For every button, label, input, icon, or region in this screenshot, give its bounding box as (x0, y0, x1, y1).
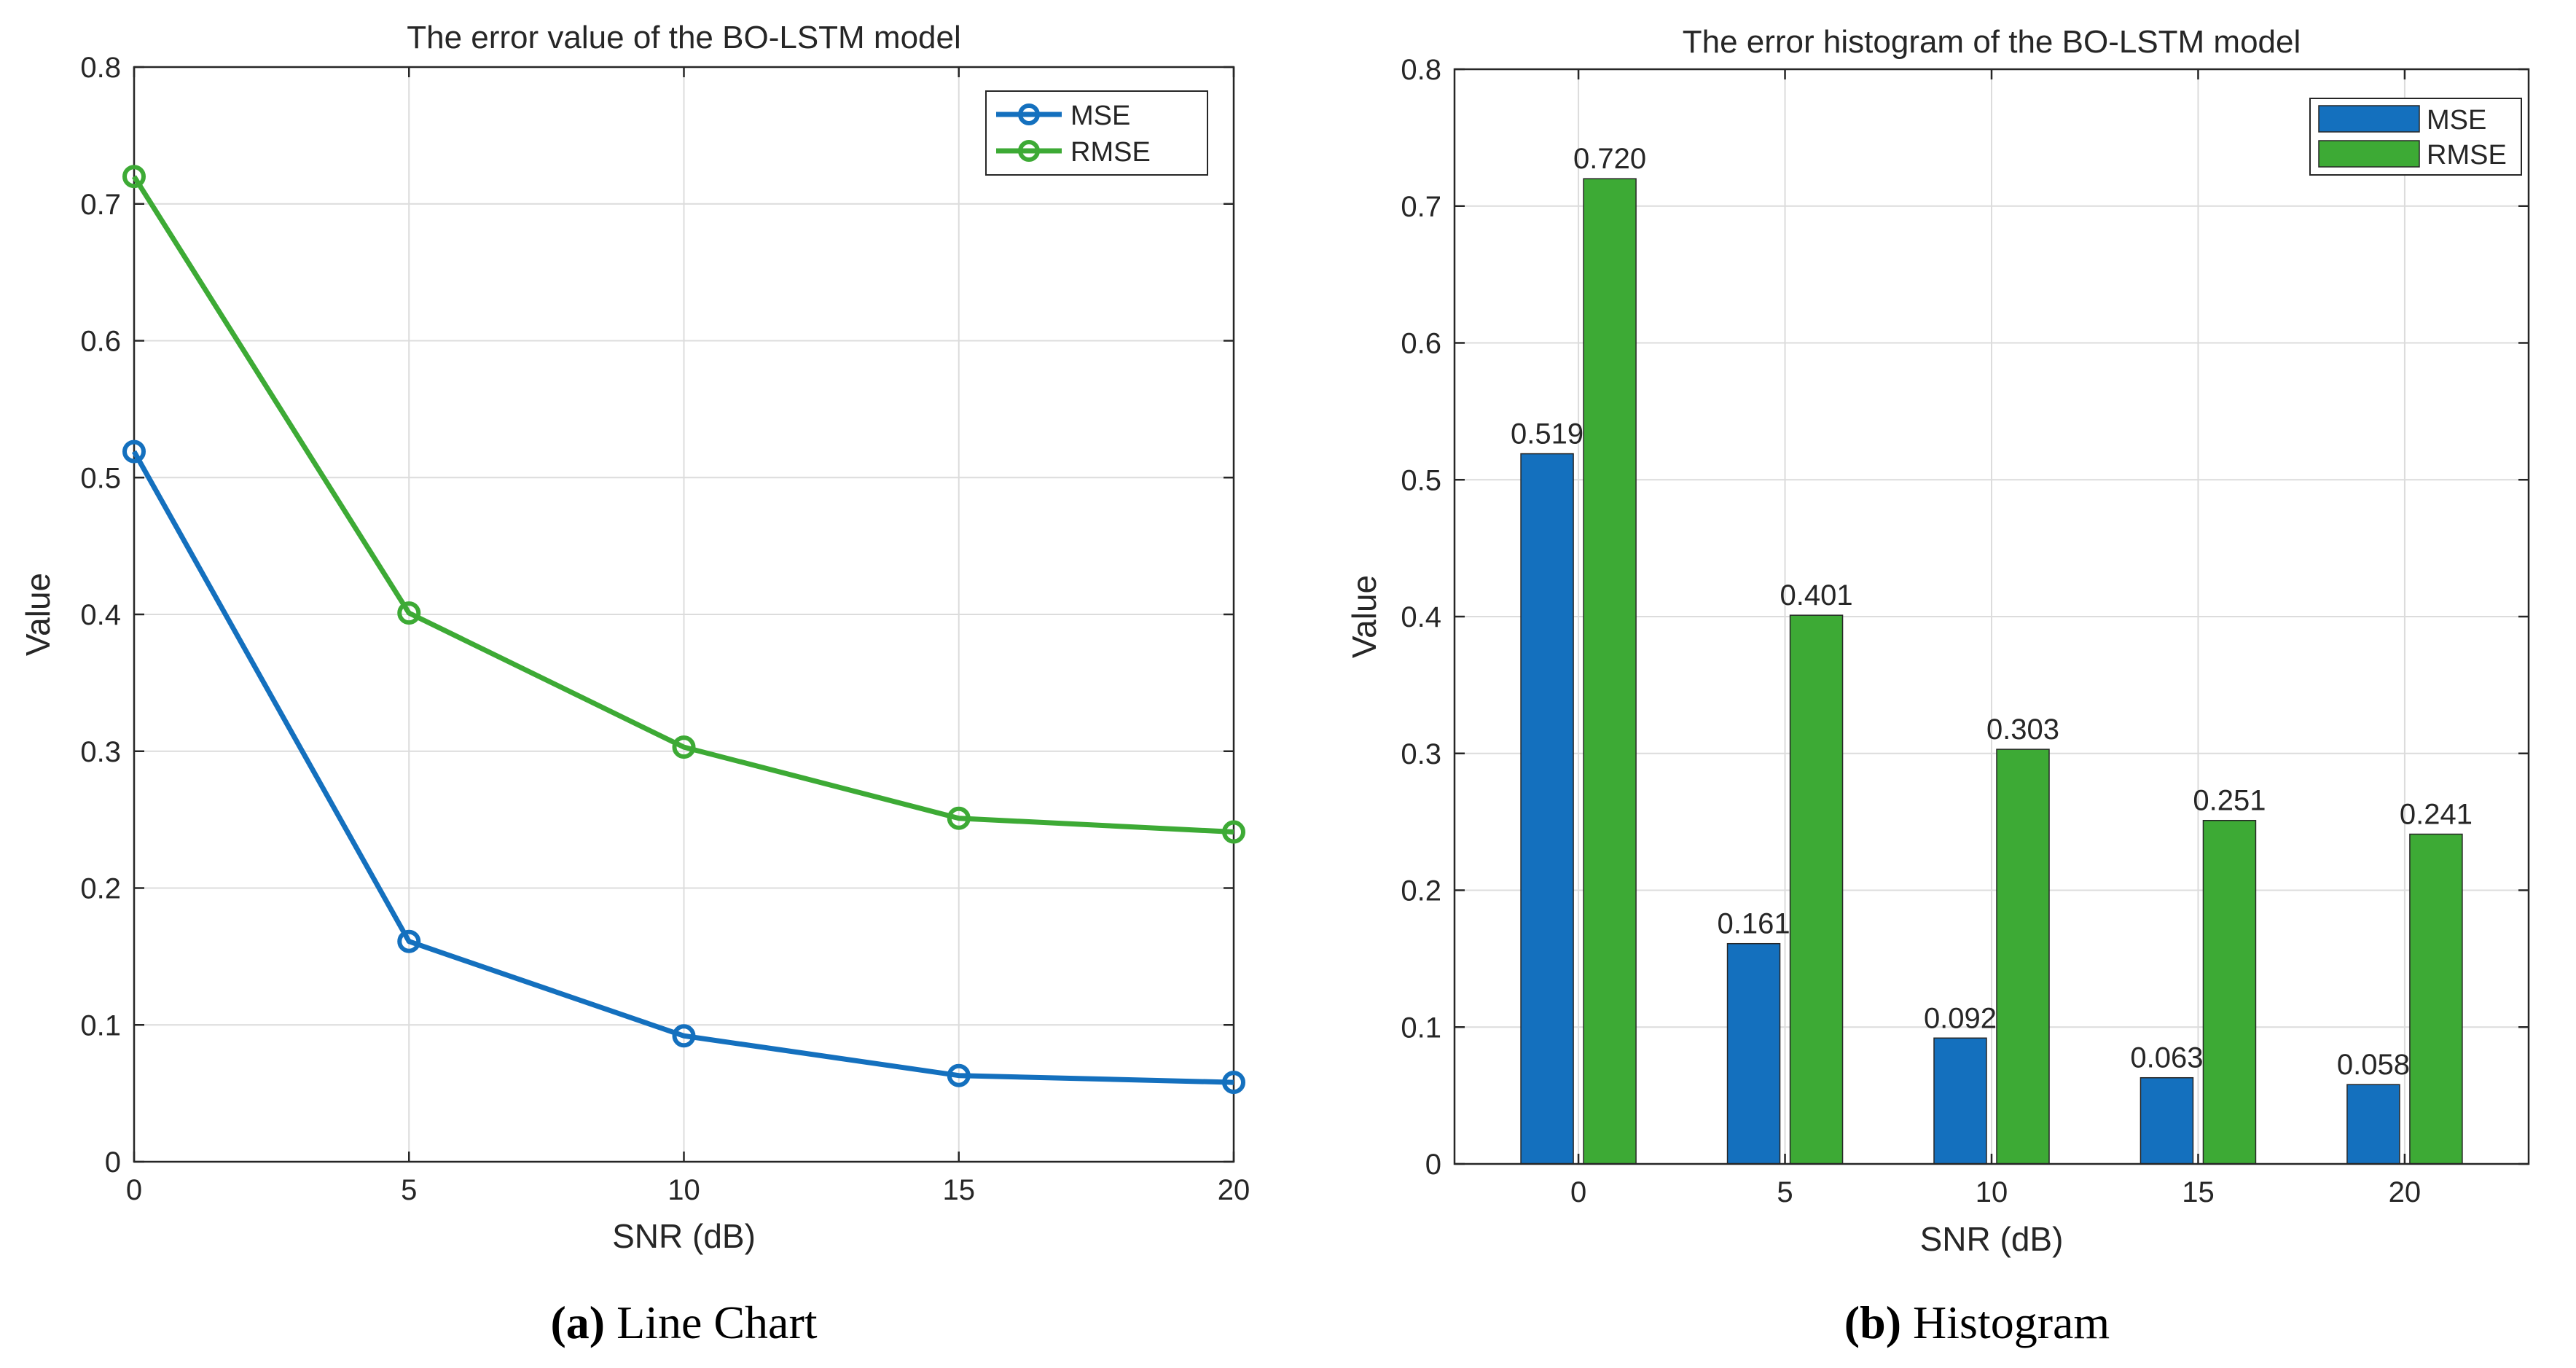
bar-chart-caption: (b) Histogram (1844, 1297, 2110, 1348)
legend-mse-label: MSE (2427, 105, 2486, 136)
legend-mse-label: MSE (1070, 101, 1130, 131)
x-tick-label: 20 (2389, 1176, 2422, 1208)
y-tick-label: 0 (1425, 1149, 1441, 1181)
x-tick-label: 10 (1976, 1176, 2008, 1208)
mse-bar-label: 0.058 (2337, 1049, 2410, 1081)
legend-rmse-swatch (2318, 140, 2420, 168)
line-chart-series (122, 165, 1245, 1095)
rmse-point (672, 735, 696, 759)
legend-rmse-label: RMSE (1070, 137, 1151, 168)
line-chart-caption: (a) Line Chart (550, 1297, 817, 1348)
x-tick-label: 10 (668, 1174, 700, 1206)
rmse-bar-label: 0.720 (1573, 143, 1646, 175)
y-tick-label: 0.2 (1401, 875, 1441, 907)
mse-point (672, 1024, 696, 1048)
y-tick-label: 0.6 (1401, 328, 1441, 360)
mse-point (1222, 1071, 1245, 1095)
y-tick-label: 0.8 (80, 52, 121, 84)
y-tick-label: 0.7 (1401, 191, 1441, 223)
mse-line (131, 450, 1234, 1085)
bar-chart-x-axis-label: SNR (dB) (1920, 1220, 2064, 1258)
mse-bar-label: 0.063 (2130, 1042, 2203, 1074)
mse-bar (1933, 1037, 1987, 1165)
line-chart-legend: MSE RMSE (985, 90, 1208, 176)
rmse-bar (2202, 819, 2257, 1165)
x-tick-label: 0 (126, 1174, 142, 1206)
rmse-bar (1789, 614, 1844, 1165)
line-chart: 0 0.1 0.2 0.3 0.4 0.5 0.6 0.7 0.8 0 5 10 15 20 The er… (19, 20, 1250, 1348)
line-chart-legend-box (985, 90, 1208, 176)
y-tick-label: 0.6 (80, 326, 121, 358)
rmse-bar (2409, 833, 2463, 1165)
mse-point (397, 929, 421, 953)
rmse-bar (1583, 178, 1637, 1165)
y-tick-label: 0.1 (80, 1009, 121, 1041)
legend-mse-marker (1018, 103, 1040, 125)
y-tick-label: 0.3 (1401, 738, 1441, 770)
bar-chart-title: The error histogram of the BO-LSTM model (1683, 24, 2301, 60)
rmse-bar-label: 0.251 (2193, 785, 2266, 817)
y-tick-label: 0.1 (1401, 1012, 1441, 1044)
y-tick-label: 0.3 (80, 736, 121, 768)
mse-point (122, 439, 146, 464)
bar-chart-legend: MSE RMSE (2309, 98, 2522, 176)
line-chart-caption-text: Line Chart (605, 1297, 818, 1348)
mse-bar-label: 0.519 (1511, 418, 1583, 450)
x-tick-label: 0 (1570, 1176, 1586, 1208)
mse-bar (2140, 1076, 2194, 1165)
rmse-point (1222, 820, 1245, 844)
rmse-point (122, 165, 146, 189)
bar-chart-bars: 0.519 0.161 0.092 0.063 0.058 0.720 0.401 0.303… (1511, 143, 2473, 1165)
y-tick-label: 0.7 (80, 189, 121, 221)
rmse-bar (1996, 749, 2050, 1165)
rmse-bar-label: 0.303 (1986, 714, 2059, 746)
mse-bar-label: 0.161 (1717, 908, 1790, 940)
mse-point (947, 1063, 971, 1087)
rmse-line (132, 175, 1234, 835)
rmse-bar-label: 0.241 (2400, 799, 2473, 831)
x-tick-label: 15 (943, 1174, 976, 1206)
mse-bar (2346, 1084, 2400, 1165)
line-chart-title: The error value of the BO-LSTM model (407, 20, 961, 55)
line-chart-y-axis-label: Value (19, 573, 57, 656)
line-chart-grid (133, 66, 1234, 1162)
rmse-point (397, 601, 421, 625)
y-tick-label: 0.5 (80, 462, 121, 494)
y-tick-label: 0.4 (80, 599, 121, 631)
mse-bar (1726, 942, 1781, 1165)
bar-chart-caption-letter: (b) (1844, 1297, 1901, 1348)
x-tick-label: 5 (401, 1174, 417, 1206)
bar-chart-ticks: 0 0.1 0.2 0.3 0.4 0.5 0.6 0.7 0.8 0 5 10 15 20 (1401, 54, 2529, 1208)
x-tick-label: 20 (1218, 1174, 1250, 1206)
legend-rmse-marker (1018, 140, 1040, 162)
rmse-point (947, 806, 971, 830)
mse-bar-label: 0.092 (1924, 1002, 1997, 1034)
legend-mse-swatch (2318, 105, 2420, 133)
bar-chart-caption-text: Histogram (1901, 1297, 2110, 1348)
line-chart-caption-letter: (a) (550, 1297, 605, 1348)
x-tick-label: 15 (2182, 1176, 2215, 1208)
bar-chart-y-axis-label: Value (1345, 575, 1383, 658)
y-tick-label: 0.8 (1401, 54, 1441, 86)
line-chart-ticks: 0 0.1 0.2 0.3 0.4 0.5 0.6 0.7 0.8 0 5 10 15 20 (80, 52, 1250, 1206)
x-tick-label: 5 (1777, 1176, 1793, 1208)
y-tick-label: 0.2 (80, 873, 121, 905)
legend-rmse-label: RMSE (2427, 140, 2507, 171)
y-tick-label: 0 (105, 1146, 121, 1179)
line-chart-x-axis-label: SNR (dB) (612, 1217, 756, 1255)
mse-bar (1520, 453, 1574, 1165)
y-tick-label: 0.4 (1401, 601, 1441, 633)
rmse-bar-label: 0.401 (1780, 579, 1852, 611)
y-tick-label: 0.5 (1401, 464, 1441, 496)
